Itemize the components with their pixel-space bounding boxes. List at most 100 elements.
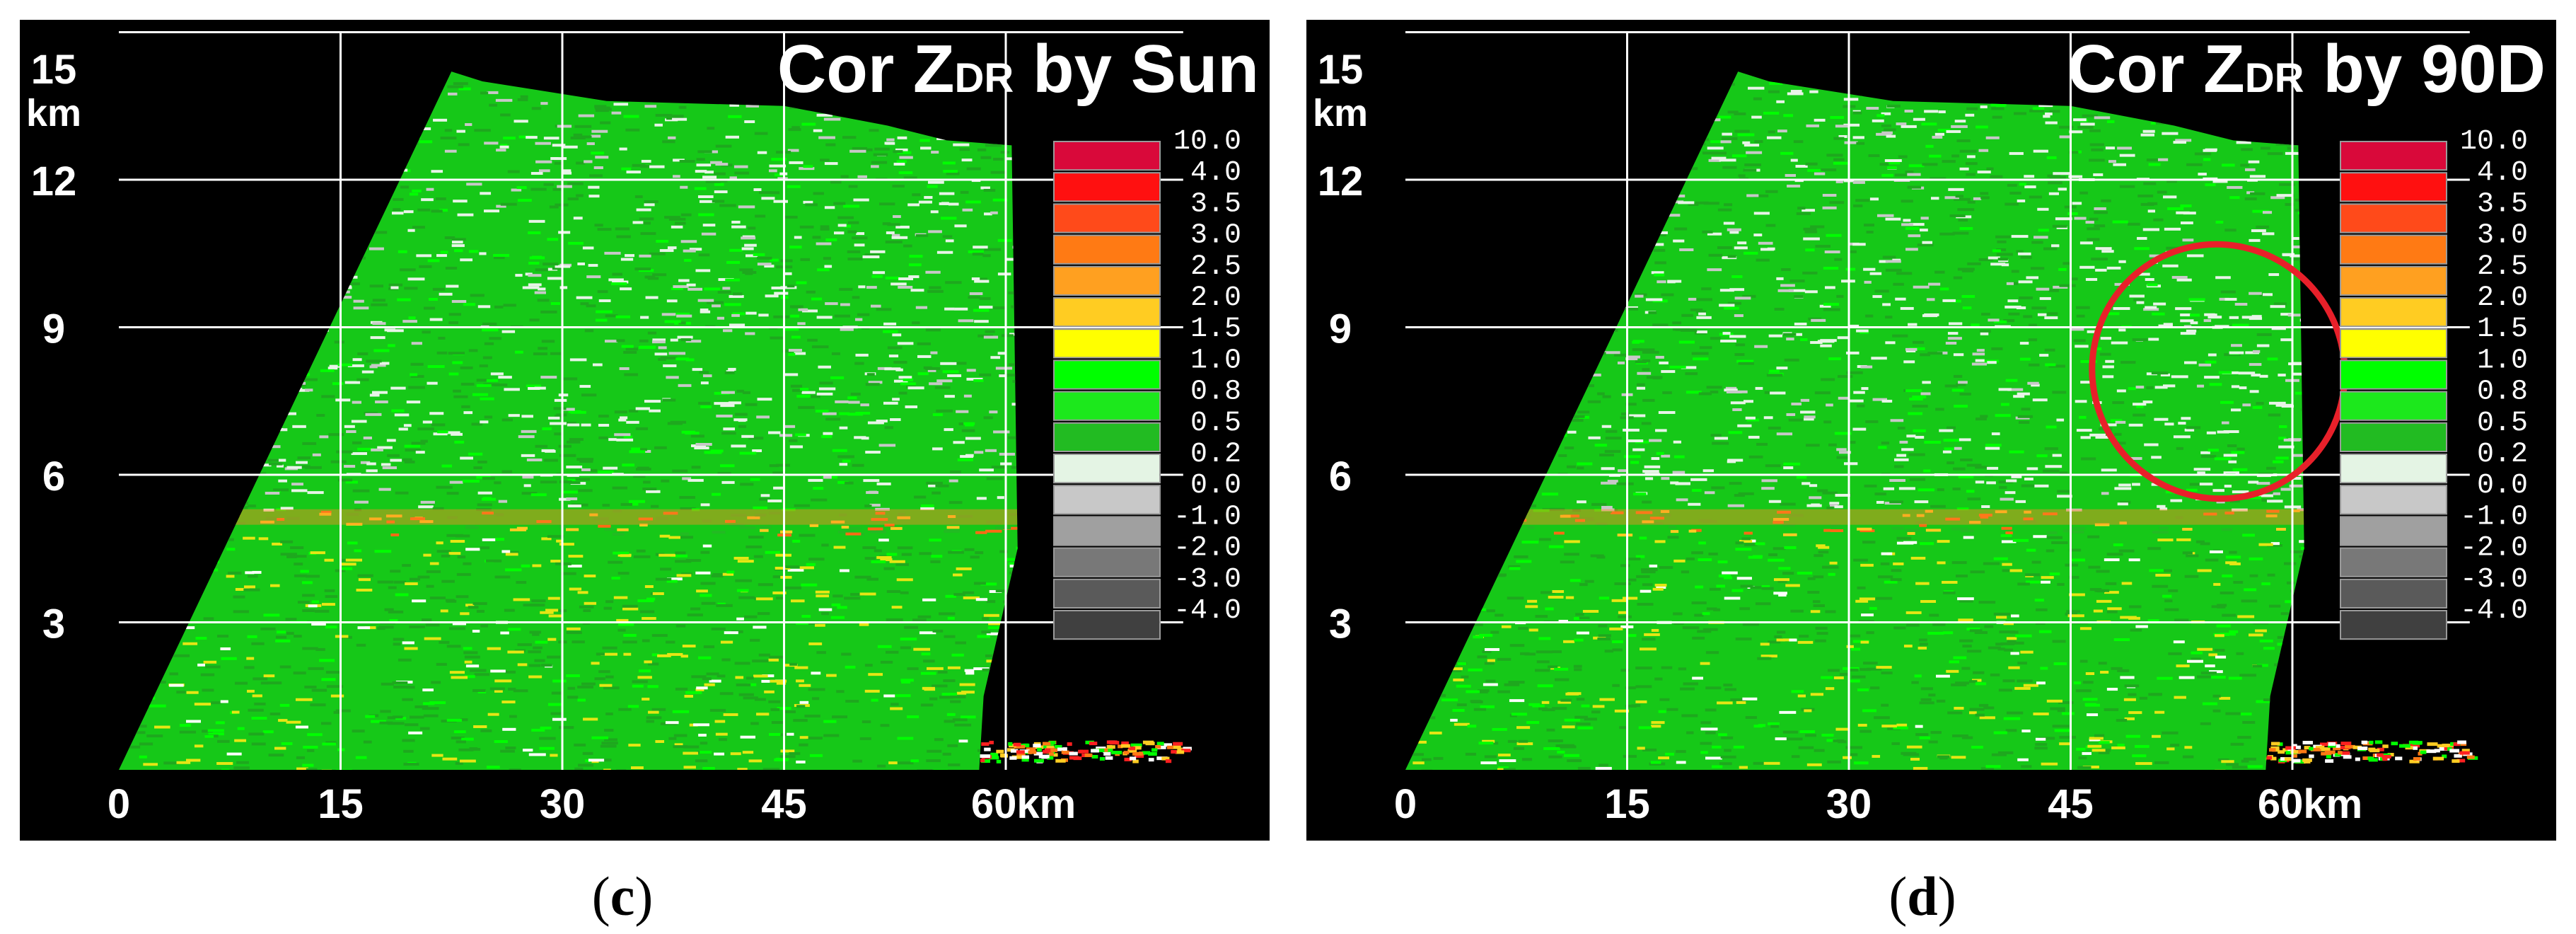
colorbar-label: 0.0 [2477, 470, 2528, 502]
colorbar-label: 1.5 [2477, 313, 2528, 345]
caption-open: ( [1889, 865, 1908, 927]
y-tick-label: 15 [1318, 47, 1364, 93]
colorbar-swatch [1053, 422, 1161, 452]
x-tick-label: 0 [108, 781, 130, 827]
colorbar-label: -4.0 [1173, 595, 1241, 627]
colorbar-swatch [2340, 516, 2447, 546]
colorbar-label: 4.0 [1190, 157, 1241, 189]
colorbar-label: 2.0 [2477, 282, 2528, 314]
colorbar-label: 3.0 [2477, 220, 2528, 252]
x-tick-label: 30 [540, 781, 586, 827]
colorbar-label: -4.0 [2460, 595, 2528, 627]
colorbar-swatch [2340, 265, 2447, 296]
colorbar-swatch [1053, 203, 1161, 233]
colorbar-swatch [2340, 328, 2447, 359]
caption-open: ( [591, 865, 610, 927]
colorbar-label: 10.0 [1173, 126, 1241, 158]
colorbar-label: -1.0 [2460, 501, 2528, 533]
colorbar-label: -2.0 [1173, 533, 1241, 565]
colorbar-label: -2.0 [2460, 533, 2528, 565]
x-tick-label: 60km [2258, 781, 2362, 827]
panel-c: 10.0 4.0 3.5 3.0 2.5 2.0 1.5 1.0 0.8 0.5 0.2 0.0 -1.… [20, 20, 1270, 841]
x-tick-label: 15 [318, 781, 364, 827]
x-tick-label: 45 [761, 781, 807, 827]
grid-lines [119, 31, 1183, 770]
colorbar-swatch [1053, 547, 1161, 577]
y-tick-label: 3 [42, 601, 65, 647]
colorbar-swatch [2340, 485, 2447, 515]
x-tick-label: 45 [2048, 781, 2094, 827]
panel-d: 10.0 4.0 3.5 3.0 2.5 2.0 1.5 1.0 0.8 0.5 0.2 0.0 -1.… [1306, 20, 2556, 841]
colorbar-label: 0.8 [1190, 376, 1241, 408]
chart-title-subscript: DR [2245, 55, 2304, 101]
y-tick-label: 12 [1318, 158, 1364, 204]
colorbar-label: 0.8 [2477, 376, 2528, 408]
colorbar-swatch [2340, 234, 2447, 265]
y-tick-label: 12 [31, 158, 77, 204]
x-tick-label: 0 [1394, 781, 1417, 827]
caption-d: (d) [1781, 869, 2064, 924]
y-tick-labels: 3 6 9 12 15 [31, 47, 77, 647]
colorbar-swatch [2340, 172, 2447, 202]
colorbar-label: -3.0 [2460, 564, 2528, 596]
colorbar-swatch [2340, 297, 2447, 328]
colorbar-swatch [2340, 203, 2447, 233]
x-tick-labels: 0 15 30 45 60km [108, 781, 1076, 827]
colorbar-swatch [1053, 328, 1161, 359]
colorbar-label: 2.5 [1190, 251, 1241, 283]
x-tick-label: 30 [1826, 781, 1872, 827]
caption-c: (c) [481, 869, 764, 924]
y-tick-label: 9 [42, 306, 65, 352]
y-tick-label: 3 [1329, 601, 1352, 647]
colorbar-swatch [2340, 578, 2447, 609]
caption-close: ) [634, 865, 654, 927]
chart-title: Cor ZDR by Sun [777, 31, 1259, 107]
colorbar-swatch [1053, 265, 1161, 296]
chart-title-subscript: DR [955, 55, 1014, 101]
colorbar-swatch [1053, 610, 1161, 640]
colorbar-label: -1.0 [1173, 501, 1241, 533]
chart-title-tail: by Sun [1014, 31, 1259, 107]
colorbar-label: 3.5 [1190, 188, 1241, 220]
colorbar-label: 3.0 [1190, 220, 1241, 252]
chart-title-main: Cor Z [2067, 31, 2245, 107]
colorbar-swatch [2340, 422, 2447, 452]
colorbar-swatch [1053, 485, 1161, 515]
y-tick-label: 15 [31, 47, 77, 93]
colorbar-swatch [1053, 359, 1161, 390]
annotation-layer [2089, 241, 2348, 502]
highlight-ellipse [2089, 241, 2348, 502]
colorbar-swatch [2340, 359, 2447, 390]
x-tick-labels: 0 15 30 45 60km [1394, 781, 2362, 827]
y-tick-labels: 3 6 9 12 15 [1318, 47, 1364, 647]
colorbar-label: 0.2 [1190, 439, 1241, 471]
colorbar-swatch [1053, 172, 1161, 202]
chart-title-main: Cor Z [777, 31, 955, 107]
colorbar-swatch [2340, 610, 2447, 640]
colorbar-swatch [1053, 454, 1161, 484]
colorbar-label: 4.0 [2477, 157, 2528, 189]
y-tick-label: 6 [42, 454, 65, 500]
x-tick-label: 15 [1604, 781, 1650, 827]
colorbar-label: 2.5 [2477, 251, 2528, 283]
colorbar-swatch [2340, 454, 2447, 484]
colorbar-swatch [2340, 141, 2447, 171]
colorbar: 10.04.03.53.02.52.01.51.00.80.50.20.0-1.… [1053, 126, 1241, 640]
x-tick-label: 60km [971, 781, 1076, 827]
colorbar-swatch [1053, 297, 1161, 328]
colorbar-label: 3.5 [2477, 188, 2528, 220]
colorbar-label: 2.0 [1190, 282, 1241, 314]
colorbar-label: 0.5 [1190, 408, 1241, 439]
colorbar-swatch [2340, 391, 2447, 421]
colorbar-label: 0.2 [2477, 439, 2528, 471]
colorbar-swatch [1053, 391, 1161, 421]
colorbar-swatch [1053, 141, 1161, 171]
colorbar-label: 1.5 [1190, 313, 1241, 345]
colorbar-label: -3.0 [1173, 564, 1241, 596]
colorbar: 10.04.03.53.02.52.01.51.00.80.50.20.0-1.… [2340, 126, 2528, 640]
y-tick-label: 9 [1329, 306, 1352, 352]
colorbar-label: 1.0 [2477, 345, 2528, 376]
y-unit-label: km [1313, 92, 1368, 134]
colorbar-label: 0.0 [1190, 470, 1241, 502]
caption-close: ) [1937, 865, 1956, 927]
